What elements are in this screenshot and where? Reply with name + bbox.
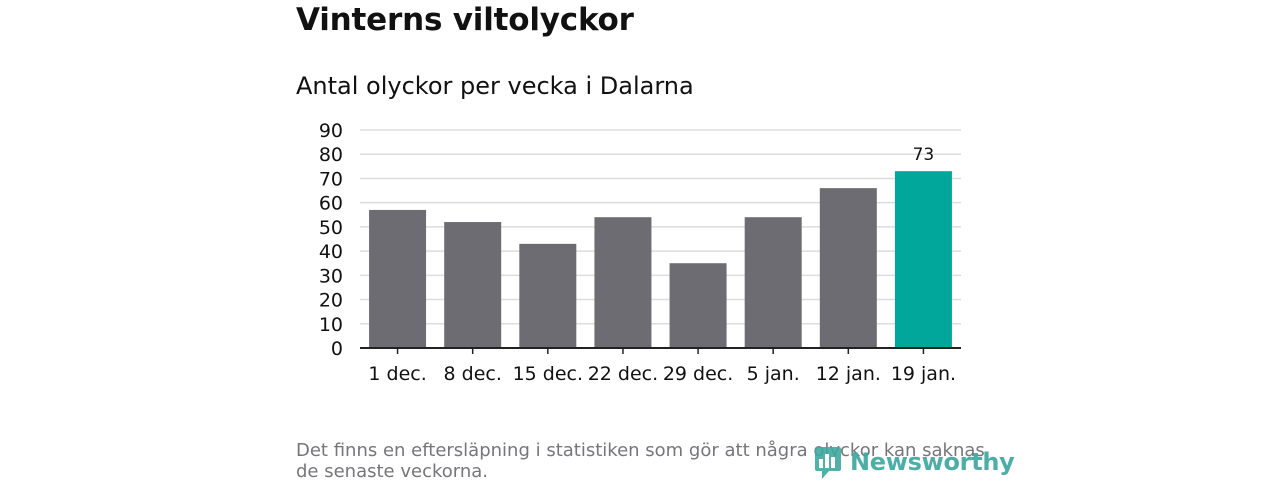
- x-tick-label: 19 jan.: [891, 363, 956, 385]
- bar: [519, 243, 577, 348]
- brand-logo: Newsworthy: [814, 444, 1015, 480]
- y-tick-label: 10: [319, 314, 343, 336]
- bar: [894, 171, 952, 348]
- y-tick-label: 40: [319, 241, 343, 263]
- chart-subtitle: Antal olyckor per vecka i Dalarna: [296, 72, 694, 100]
- y-tick-label: 70: [319, 168, 343, 190]
- bar: [669, 263, 727, 348]
- y-tick-label: 0: [331, 338, 343, 360]
- chart-title: Vinterns viltolyckor: [296, 2, 634, 38]
- x-tick-label: 1 dec.: [368, 363, 426, 385]
- y-tick-label: 60: [319, 193, 343, 215]
- y-tick-label: 50: [319, 217, 343, 239]
- y-tick-label: 80: [319, 144, 343, 166]
- y-tick-label: 90: [319, 120, 343, 142]
- bar: [819, 188, 877, 348]
- bar: [594, 217, 652, 348]
- bar: [744, 217, 802, 348]
- x-tick-label: 22 dec.: [588, 363, 658, 385]
- x-tick-label: 8 dec.: [444, 363, 502, 385]
- y-tick-label: 20: [319, 290, 343, 312]
- bar: [369, 209, 427, 348]
- bar: [444, 222, 502, 348]
- y-tick-label: 30: [319, 265, 343, 287]
- x-tick-label: 29 dec.: [663, 363, 733, 385]
- x-tick-label: 15 dec.: [513, 363, 583, 385]
- brand-name: Newsworthy: [850, 448, 1015, 476]
- data-label: 73: [913, 145, 935, 165]
- x-tick-label: 12 jan.: [816, 363, 881, 385]
- footnote: Det finns en eftersläpning i statistiken…: [296, 440, 985, 482]
- newsworthy-logo-icon: [815, 447, 841, 479]
- x-tick-label: 5 jan.: [747, 363, 800, 385]
